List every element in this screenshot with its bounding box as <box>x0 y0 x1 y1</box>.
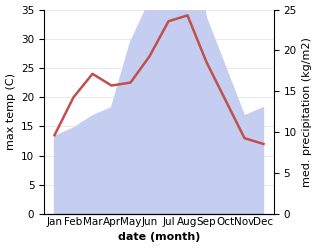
Y-axis label: max temp (C): max temp (C) <box>5 73 16 150</box>
X-axis label: date (month): date (month) <box>118 232 200 243</box>
Y-axis label: med. precipitation (kg/m2): med. precipitation (kg/m2) <box>302 37 313 187</box>
